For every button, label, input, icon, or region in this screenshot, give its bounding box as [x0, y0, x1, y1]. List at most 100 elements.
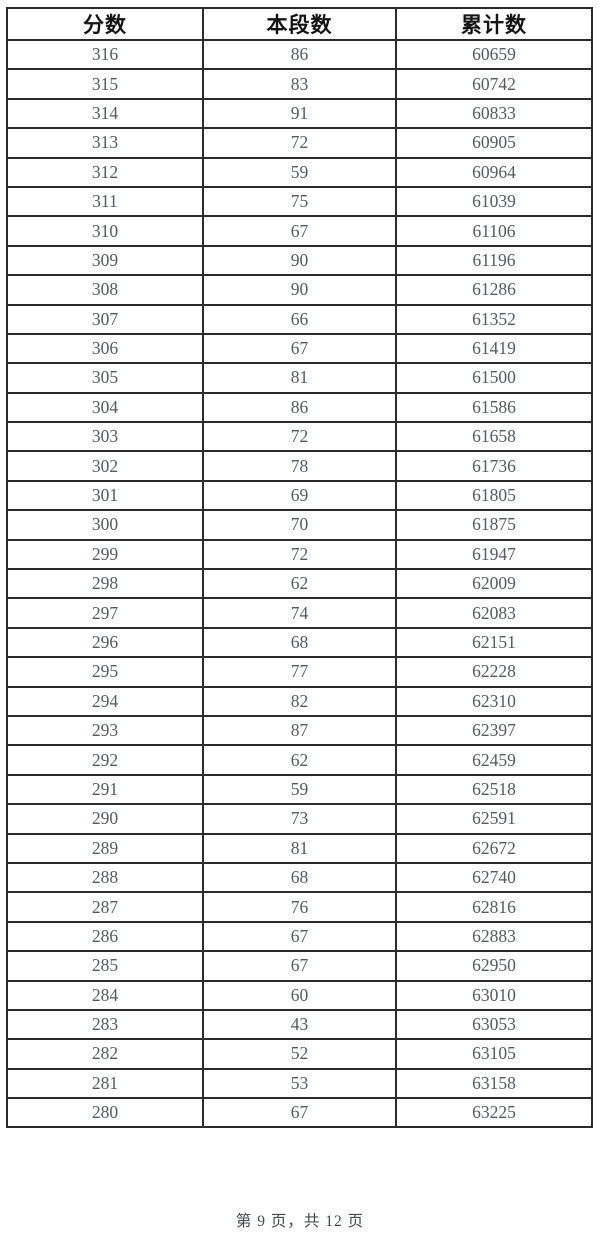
segment-count-cell: 77	[201, 656, 398, 688]
segment-count-cell: 67	[201, 332, 398, 365]
table-row: 312 59 60964	[6, 156, 593, 188]
segment-count-cell: 72	[201, 421, 398, 453]
segment-count-cell: 87	[201, 714, 398, 747]
segment-count-cell: 69	[201, 479, 398, 512]
score-cell: 281	[6, 1067, 204, 1100]
segment-count-cell: 60	[201, 979, 398, 1011]
table-row: 287 76 62816	[6, 891, 593, 923]
cumulative-count-cell: 62083	[395, 597, 593, 629]
segment-count-cell: 70	[201, 509, 398, 541]
table-row: 290 73 62591	[6, 803, 593, 835]
cumulative-count-cell: 61586	[395, 391, 593, 424]
table-row: 297 74 62083	[6, 597, 593, 629]
cumulative-count-cell: 62672	[395, 832, 593, 864]
segment-count-cell: 73	[201, 803, 398, 835]
cumulative-count-cell: 60905	[395, 127, 593, 159]
table-row: 315 83 60742	[6, 68, 593, 100]
cumulative-count-cell: 62591	[395, 803, 593, 835]
cumulative-count-cell: 62518	[395, 773, 593, 806]
segment-count-cell: 67	[201, 950, 398, 982]
segment-count-cell: 59	[201, 156, 398, 188]
cumulative-count-cell: 60659	[395, 38, 593, 71]
segment-count-cell: 83	[201, 68, 398, 100]
table-row: 306 67 61419	[6, 332, 593, 365]
segment-count-cell: 67	[201, 920, 398, 953]
cumulative-count-cell: 61875	[395, 509, 593, 541]
table-row: 314 91 60833	[6, 97, 593, 130]
table-row: 284 60 63010	[6, 979, 593, 1011]
score-cell: 305	[6, 362, 204, 394]
segment-count-cell: 91	[201, 97, 398, 130]
segment-count-cell: 90	[201, 274, 398, 306]
table-row: 282 52 63105	[6, 1038, 593, 1070]
table-row: 308 90 61286	[6, 274, 593, 306]
table-row: 301 69 61805	[6, 479, 593, 512]
table-row: 293 87 62397	[6, 714, 593, 747]
score-cell: 286	[6, 920, 204, 953]
cumulative-count-cell: 62740	[395, 861, 593, 894]
table-row: 291 59 62518	[6, 773, 593, 806]
cumulative-count-cell: 60964	[395, 156, 593, 188]
table-body: 316 86 60659 315 83 60742 314 91 60833 313 72 60905…	[6, 38, 593, 1129]
segment-count-cell: 82	[201, 685, 398, 717]
segment-count-cell: 90	[201, 244, 398, 277]
score-distribution-table: 分数 本段数 累计数 316 86 60659 315 83 60742 314 91 6083…	[6, 7, 593, 1129]
cumulative-count-cell: 61947	[395, 538, 593, 571]
score-cell: 287	[6, 891, 204, 923]
score-cell: 290	[6, 803, 204, 835]
score-cell: 297	[6, 597, 204, 629]
segment-count-cell: 53	[201, 1067, 398, 1100]
score-cell: 309	[6, 244, 204, 277]
cumulative-count-cell: 63225	[395, 1097, 593, 1129]
score-cell: 291	[6, 773, 204, 806]
score-cell: 304	[6, 391, 204, 424]
segment-count-cell: 86	[201, 38, 398, 71]
cumulative-count-cell: 62459	[395, 744, 593, 776]
score-cell: 289	[6, 832, 204, 864]
cumulative-count-cell: 62883	[395, 920, 593, 953]
segment-count-cell: 52	[201, 1038, 398, 1070]
table-row: 309 90 61196	[6, 244, 593, 277]
cumulative-count-cell: 62228	[395, 656, 593, 688]
score-cell: 292	[6, 744, 204, 776]
table-row: 288 68 62740	[6, 861, 593, 894]
cumulative-count-cell: 61736	[395, 450, 593, 482]
cumulative-count-cell: 61039	[395, 185, 593, 218]
segment-count-cell: 72	[201, 127, 398, 159]
cumulative-count-cell: 62151	[395, 626, 593, 659]
cumulative-count-cell: 62310	[395, 685, 593, 717]
segment-count-cell: 76	[201, 891, 398, 923]
score-cell: 311	[6, 185, 204, 218]
segment-count-cell: 75	[201, 185, 398, 218]
column-header-cumulative-count: 累计数	[395, 7, 593, 41]
cumulative-count-cell: 63010	[395, 979, 593, 1011]
table-row: 294 82 62310	[6, 685, 593, 717]
segment-count-cell: 68	[201, 861, 398, 894]
segment-count-cell: 81	[201, 832, 398, 864]
table-row: 311 75 61039	[6, 185, 593, 218]
score-cell: 300	[6, 509, 204, 541]
segment-count-cell: 66	[201, 303, 398, 335]
segment-count-cell: 67	[201, 215, 398, 247]
segment-count-cell: 86	[201, 391, 398, 424]
table-row: 310 67 61106	[6, 215, 593, 247]
segment-count-cell: 43	[201, 1008, 398, 1041]
score-cell: 285	[6, 950, 204, 982]
table-row: 305 81 61500	[6, 362, 593, 394]
score-cell: 280	[6, 1097, 204, 1129]
table-row: 292 62 62459	[6, 744, 593, 776]
segment-count-cell: 72	[201, 538, 398, 571]
segment-count-cell: 78	[201, 450, 398, 482]
table-row: 298 62 62009	[6, 568, 593, 600]
table-row: 302 78 61736	[6, 450, 593, 482]
table-row: 281 53 63158	[6, 1067, 593, 1100]
cumulative-count-cell: 61196	[395, 244, 593, 277]
table-row: 296 68 62151	[6, 626, 593, 659]
table-row: 313 72 60905	[6, 127, 593, 159]
cumulative-count-cell: 61419	[395, 332, 593, 365]
cumulative-count-cell: 61805	[395, 479, 593, 512]
score-cell: 299	[6, 538, 204, 571]
table-row: 304 86 61586	[6, 391, 593, 424]
cumulative-count-cell: 63158	[395, 1067, 593, 1100]
table-row: 303 72 61658	[6, 421, 593, 453]
